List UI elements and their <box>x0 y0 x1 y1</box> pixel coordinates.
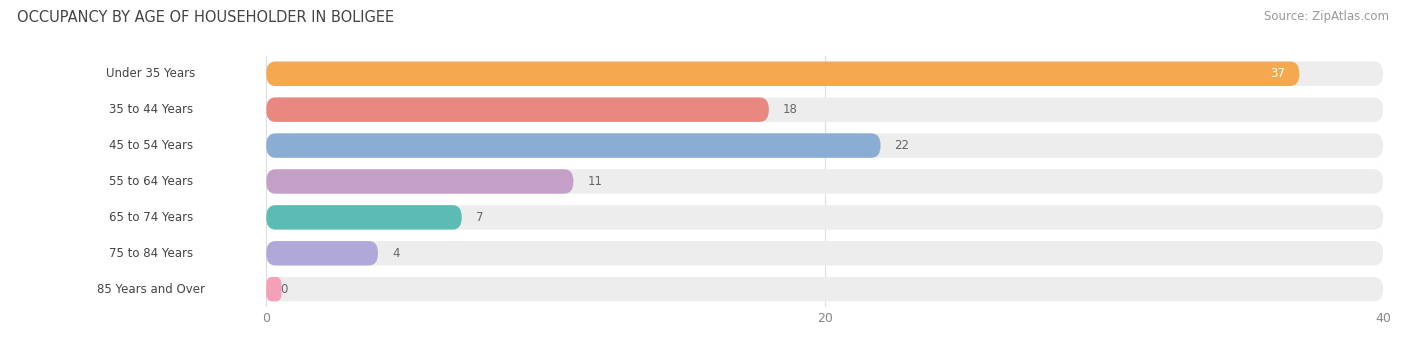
Text: 7: 7 <box>475 211 484 224</box>
Text: 0: 0 <box>280 283 288 296</box>
FancyBboxPatch shape <box>266 98 1384 122</box>
FancyBboxPatch shape <box>266 62 1299 86</box>
Text: 4: 4 <box>392 247 399 260</box>
FancyBboxPatch shape <box>45 62 257 86</box>
FancyBboxPatch shape <box>266 62 1384 86</box>
FancyBboxPatch shape <box>266 241 1384 266</box>
Text: Under 35 Years: Under 35 Years <box>107 67 195 80</box>
FancyBboxPatch shape <box>266 277 281 301</box>
FancyBboxPatch shape <box>266 133 880 158</box>
Text: 55 to 64 Years: 55 to 64 Years <box>110 175 193 188</box>
Text: 22: 22 <box>894 139 910 152</box>
Text: 18: 18 <box>783 103 797 116</box>
FancyBboxPatch shape <box>266 277 1384 301</box>
Text: OCCUPANCY BY AGE OF HOUSEHOLDER IN BOLIGEE: OCCUPANCY BY AGE OF HOUSEHOLDER IN BOLIG… <box>17 10 394 25</box>
FancyBboxPatch shape <box>45 205 257 230</box>
FancyBboxPatch shape <box>266 169 1384 194</box>
FancyBboxPatch shape <box>266 241 378 266</box>
FancyBboxPatch shape <box>45 98 257 122</box>
Text: 37: 37 <box>1271 67 1285 80</box>
FancyBboxPatch shape <box>45 169 257 194</box>
FancyBboxPatch shape <box>45 277 257 301</box>
Text: 85 Years and Over: 85 Years and Over <box>97 283 205 296</box>
Text: 35 to 44 Years: 35 to 44 Years <box>110 103 193 116</box>
FancyBboxPatch shape <box>266 205 1384 230</box>
FancyBboxPatch shape <box>266 169 574 194</box>
Text: Source: ZipAtlas.com: Source: ZipAtlas.com <box>1264 10 1389 23</box>
Text: 65 to 74 Years: 65 to 74 Years <box>110 211 193 224</box>
FancyBboxPatch shape <box>266 205 461 230</box>
FancyBboxPatch shape <box>266 98 769 122</box>
Text: 45 to 54 Years: 45 to 54 Years <box>110 139 193 152</box>
Text: 75 to 84 Years: 75 to 84 Years <box>110 247 193 260</box>
FancyBboxPatch shape <box>45 133 257 158</box>
FancyBboxPatch shape <box>45 241 257 266</box>
Text: 11: 11 <box>588 175 602 188</box>
FancyBboxPatch shape <box>266 133 1384 158</box>
